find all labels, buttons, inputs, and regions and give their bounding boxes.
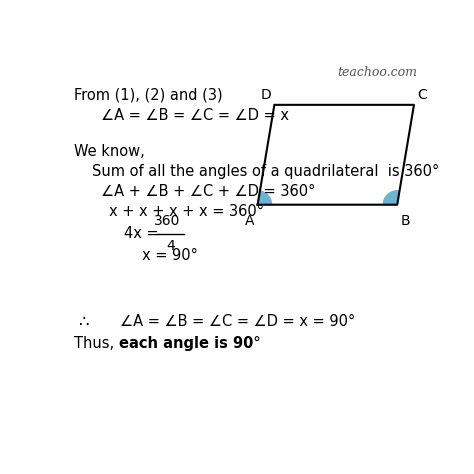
Text: B: B <box>401 214 410 228</box>
Text: C: C <box>417 88 427 102</box>
Text: ∠A = ∠B = ∠C = ∠D = x: ∠A = ∠B = ∠C = ∠D = x <box>101 108 290 123</box>
Text: We know,: We know, <box>74 144 145 159</box>
Text: Sum of all the angles of a quadrilateral  is 360°: Sum of all the angles of a quadrilateral… <box>92 164 439 179</box>
Wedge shape <box>383 191 400 205</box>
Text: From (1), (2) and (3): From (1), (2) and (3) <box>74 88 223 103</box>
Text: each angle is 90°: each angle is 90° <box>118 336 260 351</box>
Text: ∴: ∴ <box>80 312 90 330</box>
Text: ∠A = ∠B = ∠C = ∠D = x = 90°: ∠A = ∠B = ∠C = ∠D = x = 90° <box>120 314 355 329</box>
Text: D: D <box>261 88 272 102</box>
Text: A: A <box>245 214 254 228</box>
Text: x = 90°: x = 90° <box>142 248 198 263</box>
Text: x + x + x + x = 360°: x + x + x + x = 360° <box>109 204 264 219</box>
Text: teachoo.com: teachoo.com <box>337 66 418 79</box>
Text: ∠A + ∠B + ∠C + ∠D = 360°: ∠A + ∠B + ∠C + ∠D = 360° <box>101 184 316 200</box>
Text: 360: 360 <box>155 214 181 228</box>
Text: Thus,: Thus, <box>74 336 118 351</box>
Text: 4: 4 <box>166 239 174 254</box>
Wedge shape <box>258 191 272 205</box>
Text: 4x =: 4x = <box>124 227 163 241</box>
